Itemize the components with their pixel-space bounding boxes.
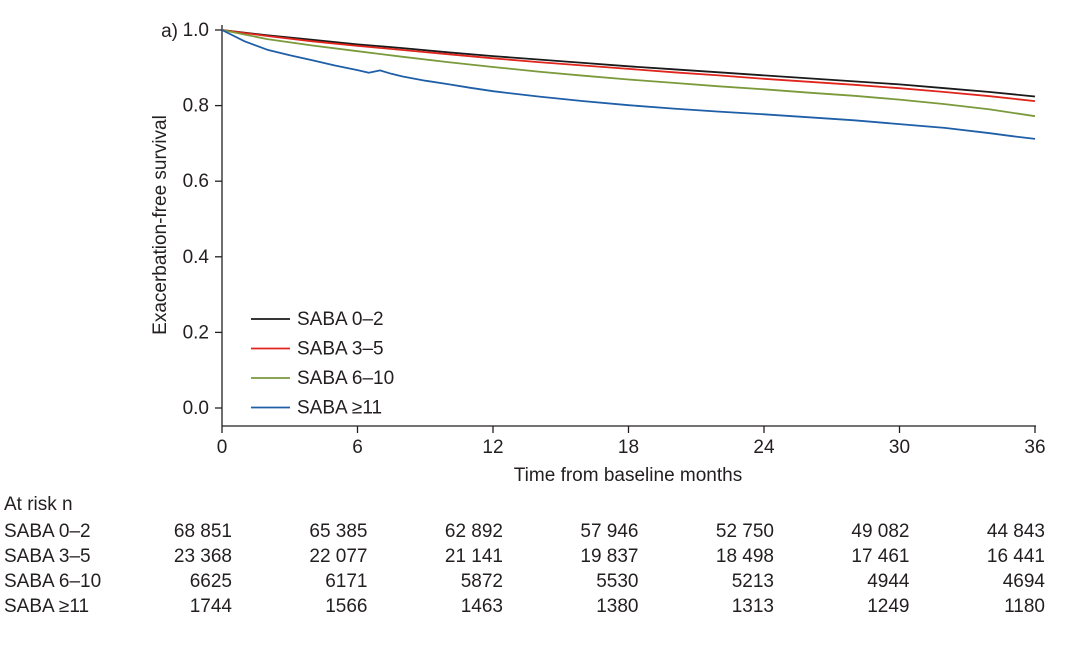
y-tick-label: 0.4 xyxy=(183,247,210,268)
legend-label-saba-3-5: SABA 3–5 xyxy=(297,339,384,360)
x-tick-label: 24 xyxy=(753,437,775,458)
at-risk-row-label: SABA 0–2 xyxy=(4,521,91,542)
y-tick-label: 1.0 xyxy=(183,20,209,41)
at-risk-value: 65 385 xyxy=(309,521,367,542)
at-risk-value: 1313 xyxy=(732,596,774,617)
y-tick-label: 0.2 xyxy=(183,322,209,343)
at-risk-value: 1249 xyxy=(867,596,909,617)
at-risk-header: At risk n xyxy=(4,494,73,515)
at-risk-value: 6625 xyxy=(190,571,232,592)
at-risk-value: 1744 xyxy=(190,596,233,617)
y-tick-label: 0.8 xyxy=(183,96,209,117)
at-risk-row-label: SABA 3–5 xyxy=(4,546,91,567)
at-risk-value: 6171 xyxy=(325,571,367,592)
legend-label-saba-11: SABA ≥11 xyxy=(297,398,382,419)
panel-label: a) xyxy=(161,21,178,42)
y-tick-label: 0.0 xyxy=(183,398,209,419)
at-risk-value: 68 851 xyxy=(174,521,232,542)
at-risk-row-label: SABA 6–10 xyxy=(4,571,101,592)
at-risk-value: 1566 xyxy=(325,596,367,617)
at-risk-value: 16 441 xyxy=(987,546,1045,567)
x-tick-label: 36 xyxy=(1024,437,1045,458)
curve-saba-3-5 xyxy=(221,29,1036,102)
at-risk-value: 52 750 xyxy=(716,521,774,542)
at-risk-value: 62 892 xyxy=(445,521,503,542)
at-risk-value: 19 837 xyxy=(580,546,638,567)
at-risk-value: 4694 xyxy=(1003,571,1046,592)
x-tick-label: 18 xyxy=(618,437,639,458)
y-axis-title: Exacerbation-free survival xyxy=(150,115,171,335)
at-risk-value: 5530 xyxy=(596,571,638,592)
legend-label-saba-6-10: SABA 6–10 xyxy=(297,368,394,389)
curve-saba-6-10 xyxy=(221,29,1036,118)
at-risk-value: 57 946 xyxy=(580,521,638,542)
at-risk-value: 4944 xyxy=(867,571,910,592)
at-risk-value: 21 141 xyxy=(445,546,503,567)
x-tick-label: 0 xyxy=(217,437,228,458)
x-axis-title: Time from baseline months xyxy=(514,465,742,486)
at-risk-value: 5872 xyxy=(461,571,503,592)
x-tick-label: 12 xyxy=(482,437,503,458)
x-tick-label: 6 xyxy=(352,437,363,458)
curve-saba-11 xyxy=(221,29,1036,140)
at-risk-value: 49 082 xyxy=(851,521,909,542)
at-risk-value: 44 843 xyxy=(987,521,1045,542)
curve-saba-0-2 xyxy=(221,29,1036,98)
chart-generated-layer: 0.0 0.2 0.4 0.6 0.8 1.0 0 6 12 18 24 30 36 SABA 0–2 SA… xyxy=(4,20,1046,617)
at-risk-value: 1180 xyxy=(1004,596,1045,617)
at-risk-value: 23 368 xyxy=(174,546,232,567)
legend-label-saba-0-2: SABA 0–2 xyxy=(297,309,384,330)
at-risk-row-label: SABA ≥11 xyxy=(4,596,89,617)
at-risk-value: 5213 xyxy=(732,571,774,592)
at-risk-value: 1380 xyxy=(596,596,638,617)
y-tick-label: 0.6 xyxy=(183,171,209,192)
x-tick-label: 30 xyxy=(889,437,910,458)
at-risk-value: 18 498 xyxy=(716,546,774,567)
at-risk-value: 1463 xyxy=(461,596,503,617)
at-risk-value: 22 077 xyxy=(309,546,367,567)
at-risk-value: 17 461 xyxy=(851,546,909,567)
